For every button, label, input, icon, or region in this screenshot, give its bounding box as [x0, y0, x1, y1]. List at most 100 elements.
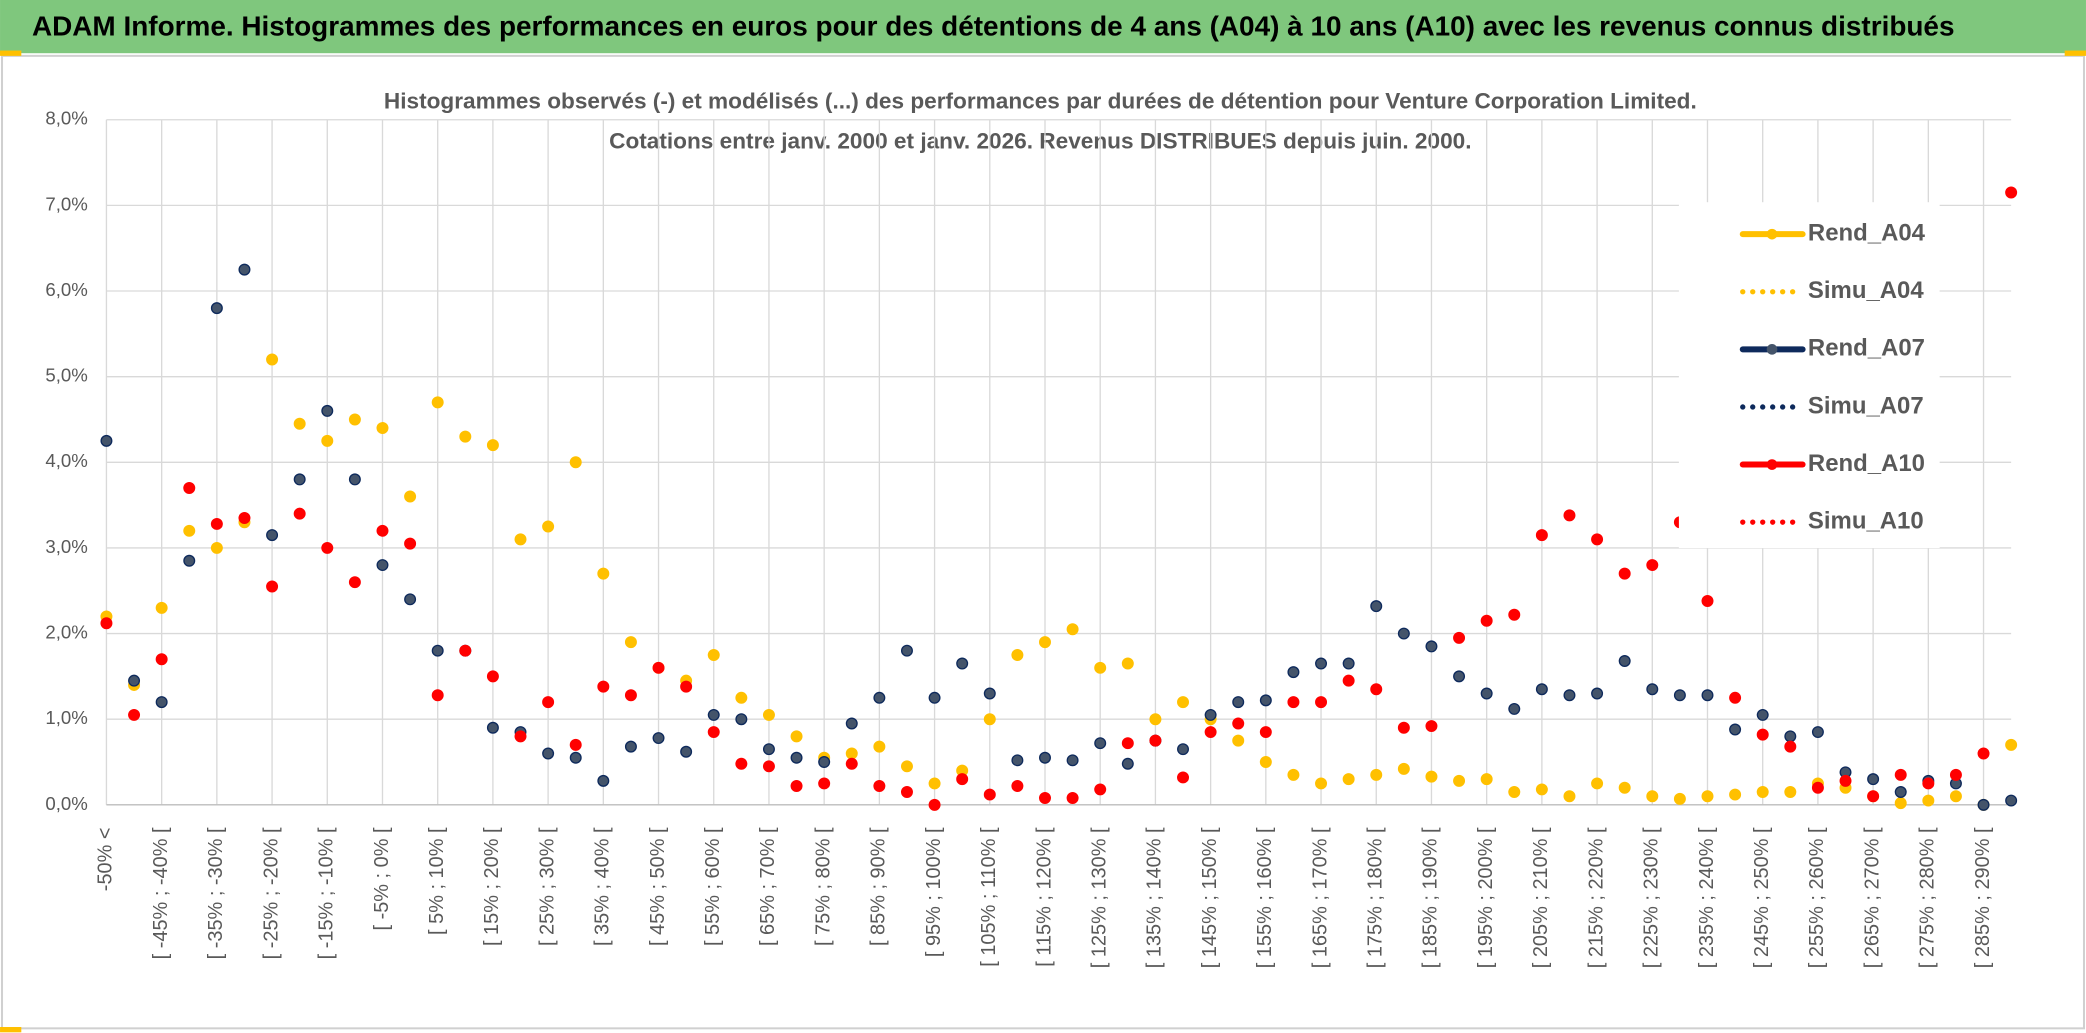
point — [956, 657, 969, 670]
point — [873, 740, 886, 753]
point — [100, 617, 113, 630]
point — [845, 717, 858, 730]
point — [1729, 788, 1742, 801]
point — [486, 670, 499, 683]
point — [1039, 636, 1051, 649]
point — [1177, 696, 1190, 709]
point — [2005, 738, 2018, 751]
point — [1591, 533, 1604, 546]
point — [293, 507, 306, 520]
point — [1646, 790, 1659, 803]
point — [293, 417, 306, 430]
point — [1232, 734, 1245, 747]
point — [1011, 754, 1024, 767]
point — [1397, 627, 1410, 640]
point — [431, 644, 444, 657]
y-tick-label: 7,0% — [45, 193, 87, 214]
point — [183, 524, 196, 537]
x-tick-label: [ -25% ; -20% [ — [260, 827, 282, 959]
point — [1425, 640, 1438, 653]
point — [1121, 757, 1134, 770]
point — [762, 760, 775, 773]
point — [652, 732, 665, 745]
point — [1039, 751, 1051, 764]
point — [1894, 786, 1907, 798]
point — [238, 511, 251, 524]
point — [1094, 783, 1107, 796]
point — [183, 554, 196, 567]
point — [1259, 726, 1272, 739]
point — [266, 580, 279, 593]
point — [266, 353, 279, 366]
x-tick-label: [ 95% ; 100% [ — [923, 827, 945, 957]
point — [1204, 708, 1217, 721]
point — [1701, 689, 1714, 702]
chart-subtitle: Cotations entre janv. 2000 et janv. 2026… — [609, 128, 1471, 153]
point — [900, 644, 913, 657]
point — [1453, 631, 1466, 644]
x-tick-label: [ 15% ; 20% [ — [481, 827, 503, 946]
point — [1811, 726, 1824, 739]
point — [1508, 786, 1521, 798]
y-tick-label: 4,0% — [45, 450, 87, 471]
x-tick-label: [ 185% ; 190% [ — [1420, 827, 1442, 968]
point — [486, 439, 499, 452]
point — [597, 680, 610, 693]
point — [238, 263, 251, 276]
point — [1756, 708, 1769, 721]
point — [376, 422, 389, 435]
point — [1066, 623, 1079, 636]
point — [459, 644, 472, 657]
point — [790, 751, 803, 764]
legend-box — [1678, 202, 1940, 549]
point — [983, 713, 996, 726]
point — [762, 708, 775, 721]
point — [1287, 768, 1300, 781]
point — [1673, 689, 1686, 702]
point — [818, 777, 831, 790]
point — [542, 520, 555, 533]
point — [1121, 737, 1134, 750]
point — [348, 473, 361, 486]
point — [376, 524, 389, 537]
point — [928, 777, 941, 790]
point — [1784, 730, 1797, 743]
legend-marker — [1766, 228, 1778, 240]
x-tick-label: [ 265% ; 270% [ — [1861, 827, 1883, 968]
point — [348, 576, 361, 589]
x-tick-label: [ 245% ; 250% [ — [1751, 827, 1773, 968]
point — [707, 708, 720, 721]
point — [1811, 781, 1824, 794]
y-tick-label: 0,0% — [45, 793, 87, 814]
point — [155, 696, 168, 709]
point — [1508, 608, 1521, 621]
point — [2005, 794, 2018, 807]
y-tick-label: 3,0% — [45, 536, 87, 557]
x-tick-label: [ 285% ; 290% [ — [1972, 827, 1994, 968]
point — [1867, 773, 1880, 786]
x-tick-label: [ 215% ; 220% [ — [1585, 827, 1607, 968]
point — [1039, 792, 1051, 804]
point — [542, 747, 555, 760]
point — [514, 730, 527, 743]
point — [735, 713, 748, 726]
point — [1094, 737, 1107, 750]
point — [928, 691, 941, 704]
point — [321, 434, 334, 447]
point — [1397, 721, 1410, 734]
legend-label: Simu_A07 — [1808, 392, 1924, 419]
x-tick-label: [ 155% ; 160% [ — [1254, 827, 1276, 968]
x-tick-label: [ 225% ; 230% [ — [1641, 827, 1663, 968]
point — [707, 726, 720, 739]
point — [404, 490, 417, 503]
point — [1563, 509, 1576, 522]
point — [845, 747, 858, 760]
point — [1232, 696, 1245, 709]
point — [459, 430, 472, 443]
point — [1259, 694, 1272, 707]
point — [1066, 792, 1079, 804]
y-tick-label: 8,0% — [45, 108, 87, 129]
point — [624, 740, 637, 753]
chart-title: Histogrammes observés (-) et modélisés (… — [384, 88, 1697, 113]
point — [542, 696, 555, 709]
